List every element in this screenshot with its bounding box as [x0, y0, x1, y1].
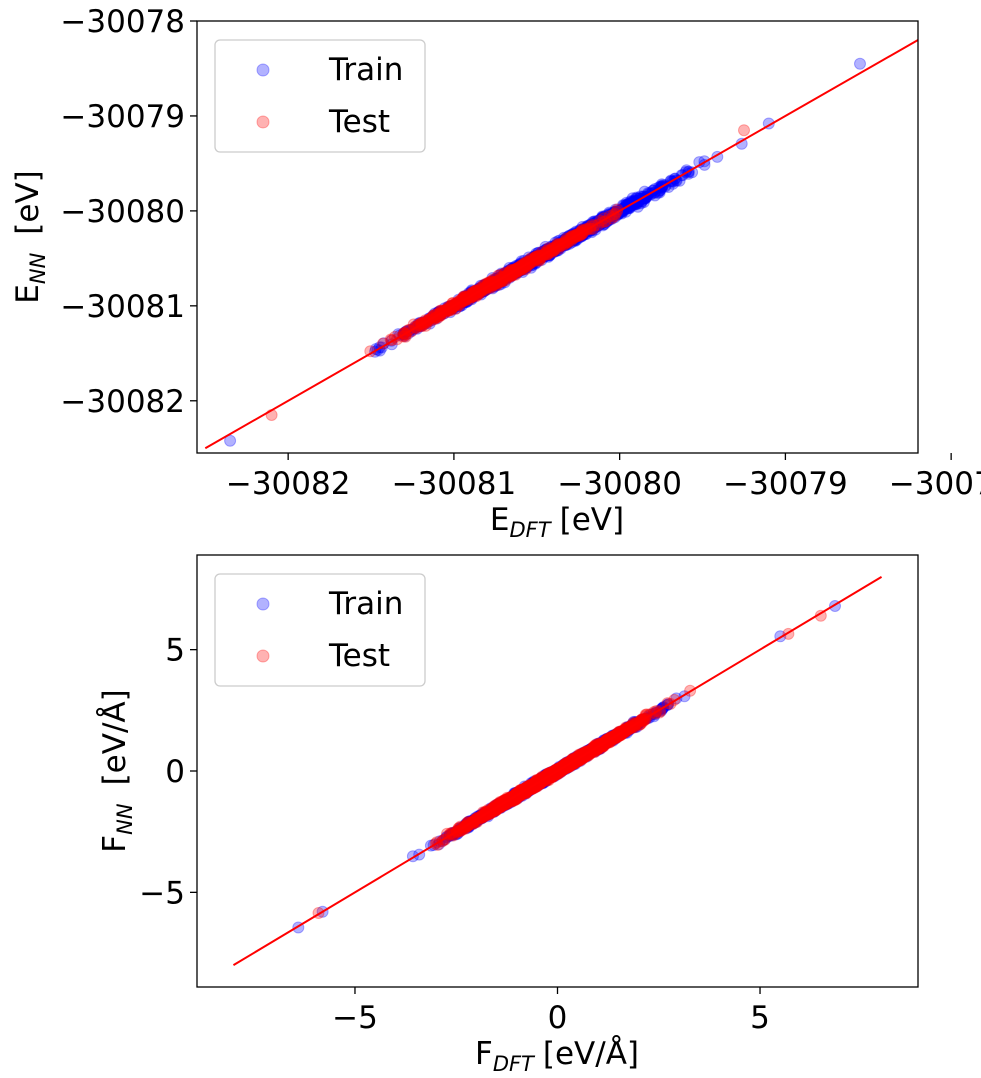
y-tick-label: −30078	[60, 4, 185, 40]
data-point	[224, 434, 237, 447]
legend-frame	[214, 39, 426, 153]
series-test	[265, 124, 750, 421]
energy-legend: Train Test	[214, 39, 426, 153]
x-tick-label: −30080	[557, 466, 682, 502]
energy-parity-plot: −30082−30081−30080−30079−30078 −30082−30…	[10, 4, 981, 542]
y-tick-label: −30081	[60, 289, 185, 325]
energy-y-axis-label: ENN[eV]	[10, 170, 50, 303]
force-parity-plot: −5 0 5 −505 FDFT [eV/Å] FNN[eV/Å] Train Tes…	[97, 554, 919, 1076]
y-tick-label: −30082	[60, 384, 185, 420]
x-tick-label: −30078	[889, 466, 981, 502]
x-tick-label: −30082	[226, 466, 351, 502]
data-point	[854, 57, 866, 70]
energy-x-ticks: −30082 −30081 −30080 −30079 −30078	[226, 453, 981, 502]
x-tick-label: −30079	[723, 466, 848, 502]
y-tick-label: −30079	[60, 99, 185, 135]
legend-marker-train	[256, 63, 270, 77]
energy-y-ticks: −30082 −30081 −30080 −30079 −30078	[60, 4, 197, 420]
energy-reference-line	[204, 39, 919, 450]
y-tick-label: −30080	[60, 194, 185, 230]
energy-plot-frame	[196, 20, 919, 454]
legend-label-test: Test	[328, 104, 390, 140]
x-tick-label: −30081	[392, 466, 517, 502]
energy-x-axis-label: EDFT [eV]	[490, 502, 624, 542]
legend-marker-test	[256, 115, 270, 129]
legend-label-train: Train	[328, 52, 403, 88]
data-point	[738, 124, 750, 137]
